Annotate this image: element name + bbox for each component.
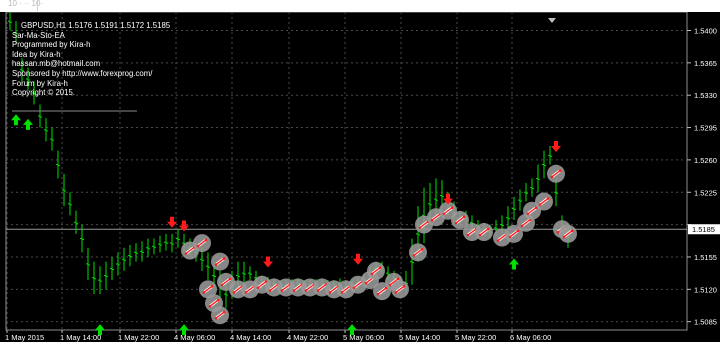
time-tick-label: 4 May 22:00	[287, 333, 328, 342]
trade-marker[interactable]	[475, 223, 493, 242]
buy-arrow-icon	[509, 258, 519, 270]
buy-arrow-icon	[347, 324, 357, 336]
trade-markers	[181, 164, 577, 325]
ea-copyright: Copyright © 2015.	[12, 88, 75, 98]
ea-programmer: Programmed by Kira-h	[12, 40, 91, 50]
buy-arrow-icon	[95, 324, 105, 336]
trade-marker[interactable]	[451, 210, 469, 229]
chart-shift-icon[interactable]	[548, 18, 556, 23]
chart-tab-label[interactable]: 10 · ·· 10·	[8, 0, 44, 8]
price-tick-label: 1.5365	[694, 59, 717, 68]
trade-marker[interactable]	[211, 252, 229, 271]
ea-info-panel: GBPUSD,H1 1.5176 1.5191 1.5172 1.5185 Sa…	[12, 21, 212, 98]
price-tick-label: 1.5295	[694, 124, 717, 133]
current-price-label: 1.5185	[692, 225, 715, 234]
time-tick-label: 5 May 22:00	[455, 333, 496, 342]
chart-canvas[interactable]: 1.5400 1.5365 1.5330 1.5295 1.5260 1.5225 1.51…	[0, 11, 720, 342]
sell-arrow-icon	[263, 256, 273, 268]
current-price-tag	[688, 224, 720, 235]
price-tick-label: 1.5260	[694, 156, 717, 165]
symbol-header: GBPUSD,H1 1.5176 1.5191 1.5172 1.5185	[21, 21, 171, 30]
trade-marker[interactable]	[367, 261, 385, 280]
price-tick-label: 1.5400	[694, 26, 717, 35]
price-tick-label: 1.5330	[694, 91, 717, 100]
sell-arrow-icon	[179, 220, 189, 232]
buy-arrow-icon	[23, 118, 33, 130]
price-axis: 1.5400 1.5365 1.5330 1.5295 1.5260 1.5225 1.51…	[687, 26, 720, 327]
trade-marker[interactable]	[391, 280, 409, 299]
trade-marker[interactable]	[547, 164, 565, 183]
sell-arrow-icon	[551, 140, 561, 152]
trade-marker[interactable]	[535, 192, 553, 211]
signal-arrows	[11, 114, 561, 336]
tab-separator	[37, 1, 38, 11]
time-tick-label: 5 May 06:00	[343, 333, 384, 342]
sell-arrow-icon	[167, 216, 177, 228]
time-tick-label: 6 May 06:00	[510, 333, 551, 342]
time-tick-label: 4 May 06:00	[174, 333, 215, 342]
trade-marker[interactable]	[193, 234, 211, 253]
plot-frame	[5, 11, 688, 331]
ea-email: hassan.mb@hotmail.com	[12, 59, 101, 69]
ea-name: Sar-Ma-Sto-EA	[12, 30, 65, 40]
sell-arrow-icon	[443, 193, 453, 205]
price-chart[interactable]: 1.5400 1.5365 1.5330 1.5295 1.5260 1.5225 1.51…	[0, 11, 720, 342]
buy-arrow-icon	[179, 324, 189, 336]
price-tick-label: 1.5155	[694, 253, 717, 262]
price-tick-label: 1.5120	[694, 285, 717, 294]
time-tick-label: 1 May 2015	[5, 333, 44, 342]
trade-marker[interactable]	[199, 280, 217, 299]
time-tick-label: 5 May 14:00	[399, 333, 440, 342]
trade-marker[interactable]	[409, 243, 427, 262]
trade-marker[interactable]	[559, 224, 577, 243]
trade-marker[interactable]	[505, 224, 523, 243]
time-axis: 1 May 2015 1 May 14:00 1 May 22:00 4 May 06…	[5, 330, 551, 342]
trade-marker[interactable]	[211, 306, 229, 325]
price-tick-label: 1.5085	[694, 318, 717, 327]
time-tick-label: 1 May 22:00	[118, 333, 159, 342]
ea-idea: Idea by Kira-h	[12, 49, 61, 59]
sell-arrow-icon	[353, 253, 363, 265]
price-tick-label: 1.5225	[694, 188, 717, 197]
time-tick-label: 1 May 14:00	[60, 333, 101, 342]
shift-marker[interactable]	[548, 18, 556, 23]
ea-sponsor: Sponsored by http://www.forexprog.com/	[12, 68, 153, 78]
time-tick-label: 4 May 14:00	[230, 333, 271, 342]
buy-arrow-icon	[11, 114, 21, 126]
ea-forum: Forum by Kira-h	[12, 78, 68, 88]
